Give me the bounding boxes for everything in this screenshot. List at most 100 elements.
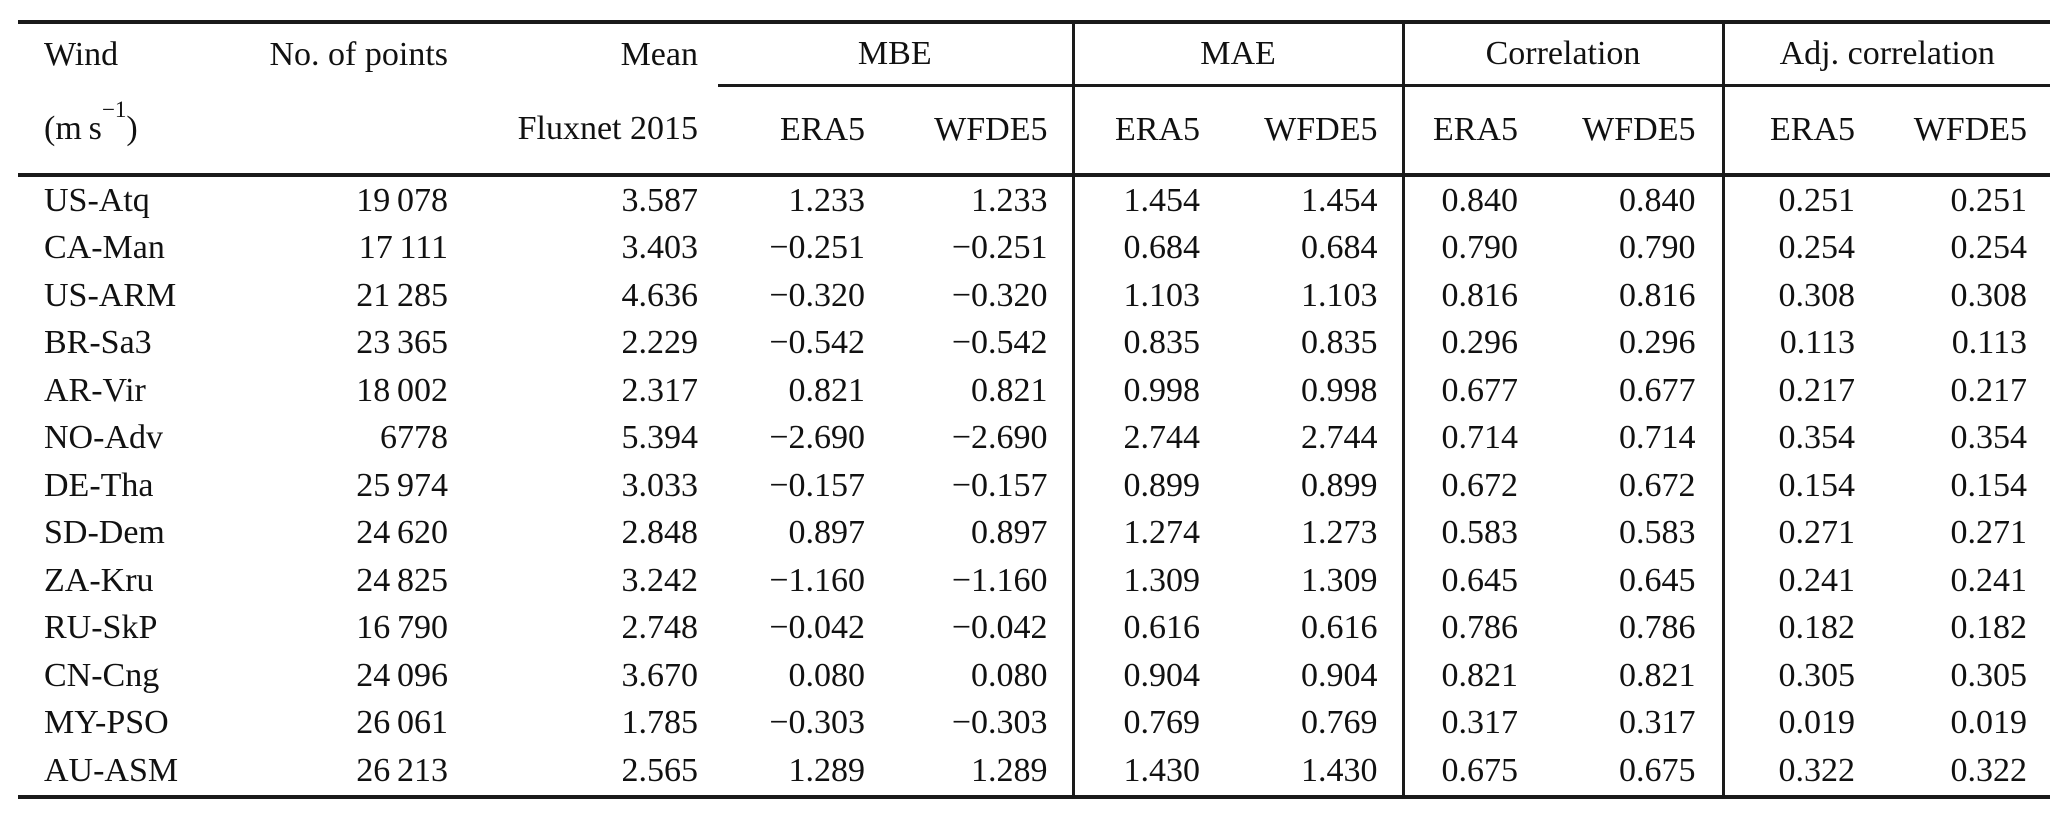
cell-points: 24 096 — [356, 656, 448, 694]
cell-mbe_wfde5: −0.251 — [951, 229, 1048, 267]
cell-mae_wfde5: 0.998 — [1301, 371, 1378, 409]
group-header-mae: MAE — [1071, 22, 1403, 87]
cell-mbe_era5: −0.251 — [769, 229, 865, 267]
cell-site: CN-Cng — [44, 656, 160, 694]
cell-corr_era5: 0.790 — [1401, 224, 1538, 272]
cell-mae_era5: 0.835 — [1071, 319, 1218, 367]
cell-site: CA-Man — [44, 229, 165, 267]
cell-mae_wfde5: 0.616 — [1301, 609, 1378, 647]
cell-corr_wfde5: 0.790 — [1619, 229, 1696, 267]
cell-points: 25 974 — [356, 466, 448, 504]
cell-mae_era5: 0.684 — [1071, 224, 1218, 272]
cell-corr_wfde5: 0.645 — [1619, 561, 1696, 599]
cell-mbe_wfde5: −0.542 — [951, 324, 1048, 362]
cell-adj_wfde5: 0.251 — [1950, 181, 2028, 219]
cell-mean: 2.229 — [621, 324, 699, 362]
cell-adj_era5: 0.254 — [1721, 224, 1873, 272]
cell-corr_wfde5: 0.840 — [1619, 181, 1696, 219]
cell-mean: 3.670 — [621, 656, 699, 694]
header-row-sub: (m s−1) Fluxnet 2015 ERA5 WFDE5 ERA5 WFD… — [18, 85, 2051, 177]
cell-mae_era5: 0.899 — [1071, 462, 1218, 510]
cell-corr_era5: 0.675 — [1401, 747, 1538, 797]
table-row: CA-Man 17 111 3.403 −0.251 −0.251 0.684 0.684 0… — [18, 224, 2050, 272]
cell-corr_era5: 0.645 — [1401, 557, 1538, 605]
cell-corr_wfde5: 0.317 — [1619, 704, 1696, 742]
col-header-mean: Mean — [620, 35, 698, 73]
cell-mae_era5: 1.309 — [1071, 557, 1218, 605]
cell-adj_era5: 0.113 — [1721, 319, 1873, 367]
cell-corr_wfde5: 0.296 — [1619, 324, 1696, 362]
header-row-groups: Wind No. of points Mean MBE MAE Correlat… — [18, 22, 2051, 87]
cell-mae_wfde5: 1.103 — [1301, 276, 1378, 314]
cell-corr_wfde5: 0.821 — [1619, 656, 1696, 694]
cell-adj_wfde5: 0.217 — [1950, 371, 2028, 409]
cell-mean: 3.242 — [621, 561, 699, 599]
cell-adj_era5: 0.241 — [1721, 557, 1873, 605]
table-row: ZA-Kru 24 825 3.242 −1.160 −1.160 1.309 1.309 0… — [18, 557, 2050, 605]
sub-header-mbe-era5: ERA5 — [718, 85, 883, 177]
cell-mean: 4.636 — [621, 276, 699, 314]
wind-unit-exponent: −1 — [101, 96, 127, 123]
cell-mae_era5: 0.904 — [1071, 652, 1218, 700]
cell-site: ZA-Kru — [44, 561, 154, 599]
cell-mbe_era5: −1.160 — [769, 561, 865, 599]
cell-mae_era5: 1.274 — [1071, 509, 1218, 557]
table-row: AR-Vir 18 002 2.317 0.821 0.821 0.998 0.998 0.6… — [18, 367, 2050, 415]
cell-adj_wfde5: 0.254 — [1950, 229, 2028, 267]
cell-mbe_era5: −0.542 — [769, 324, 865, 362]
cell-corr_wfde5: 0.816 — [1619, 276, 1696, 314]
cell-adj_era5: 0.354 — [1721, 414, 1873, 462]
cell-mean: 3.587 — [621, 181, 699, 219]
cell-corr_era5: 0.840 — [1401, 175, 1538, 225]
cell-mbe_era5: 1.233 — [788, 181, 866, 219]
table-body: US-Atq 19 078 3.587 1.233 1.233 1.454 1.454 0.8… — [18, 175, 2050, 797]
cell-points: 24 825 — [356, 561, 448, 599]
table-row: AU-ASM 26 213 2.565 1.289 1.289 1.430 1.430 0.6… — [18, 747, 2050, 797]
cell-adj_era5: 0.322 — [1721, 747, 1873, 797]
cell-points: 23 365 — [356, 324, 448, 362]
cell-adj_wfde5: 0.113 — [1951, 324, 2028, 362]
cell-mbe_wfde5: 1.289 — [971, 751, 1048, 789]
cell-mbe_wfde5: 1.233 — [971, 181, 1048, 219]
cell-adj_wfde5: 0.322 — [1950, 751, 2028, 789]
cell-site: DE-Tha — [44, 466, 154, 504]
cell-corr_wfde5: 0.675 — [1619, 751, 1696, 789]
cell-site: RU-SkP — [44, 609, 158, 647]
cell-mean: 3.033 — [621, 466, 699, 504]
table-row: MY-PSO 26 061 1.785 −0.303 −0.303 0.769 0.769 0… — [18, 699, 2050, 747]
sub-header-adj-era5: ERA5 — [1721, 85, 1873, 177]
cell-mbe_wfde5: 0.821 — [971, 371, 1048, 409]
col-header-points: No. of points — [269, 35, 449, 73]
group-header-correlation: Correlation — [1401, 22, 1723, 87]
cell-mean: 2.317 — [621, 371, 699, 409]
cell-corr_era5: 0.714 — [1401, 414, 1538, 462]
cell-adj_era5: 0.251 — [1721, 175, 1873, 225]
cell-points: 21 285 — [356, 276, 448, 314]
wind-unit-suffix: ) — [126, 110, 138, 148]
cell-corr_wfde5: 0.714 — [1619, 419, 1696, 457]
cell-site: SD-Dem — [44, 514, 165, 552]
cell-points: 16 790 — [356, 609, 448, 647]
cell-mbe_wfde5: −0.157 — [951, 466, 1048, 504]
cell-mae_era5: 1.454 — [1071, 175, 1218, 225]
sub-header-mbe-wfde5: WFDE5 — [883, 85, 1073, 177]
cell-corr_era5: 0.821 — [1401, 652, 1538, 700]
cell-corr_wfde5: 0.786 — [1619, 609, 1696, 647]
sub-header-corr-era5: ERA5 — [1401, 85, 1538, 177]
cell-points: 17 111 — [358, 229, 448, 267]
cell-corr_era5: 0.677 — [1401, 367, 1538, 415]
cell-adj_wfde5: 0.241 — [1950, 561, 2028, 599]
cell-mae_wfde5: 1.273 — [1301, 514, 1378, 552]
cell-adj_era5: 0.019 — [1721, 699, 1873, 747]
cell-mae_wfde5: 2.744 — [1301, 419, 1378, 457]
cell-corr_era5: 0.583 — [1401, 509, 1538, 557]
cell-adj_era5: 0.217 — [1721, 367, 1873, 415]
table-row: DE-Tha 25 974 3.033 −0.157 −0.157 0.899 0.899 0… — [18, 462, 2050, 510]
cell-mae_wfde5: 1.309 — [1301, 561, 1378, 599]
cell-mae_era5: 1.430 — [1071, 747, 1218, 797]
table-row: RU-SkP 16 790 2.748 −0.042 −0.042 0.616 0.616 0… — [18, 604, 2050, 652]
sub-header-adj-wfde5: WFDE5 — [1873, 85, 2051, 177]
cell-mbe_wfde5: −0.320 — [951, 276, 1048, 314]
table-row: SD-Dem 24 620 2.848 0.897 0.897 1.274 1.273 0.5… — [18, 509, 2050, 557]
cell-mbe_era5: −0.042 — [769, 609, 865, 647]
